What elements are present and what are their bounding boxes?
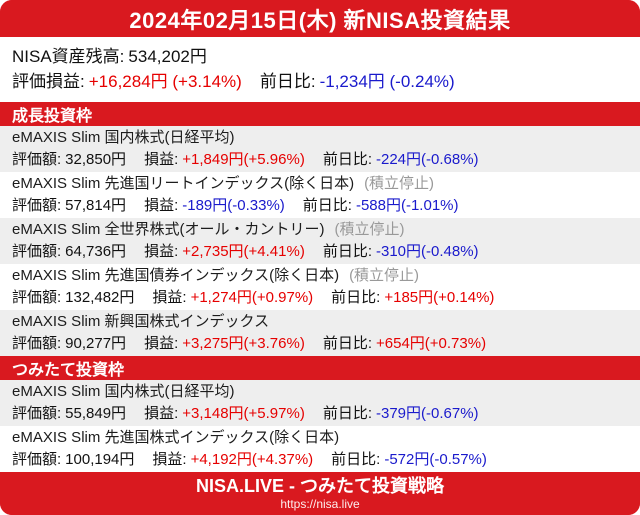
value-amount: 64,736円 <box>65 243 127 260</box>
header-banner: 2024年02月15日(木) 新NISA投資結果 <box>0 0 640 37</box>
value-amount: 32,850円 <box>65 151 127 168</box>
balance-value: 534,202円 <box>128 47 207 66</box>
dod-amount: +654円(+0.73%) <box>376 335 487 352</box>
page-title: 2024年02月15日(木) 新NISA投資結果 <box>129 7 511 33</box>
fund-row: eMAXIS Slim 新興国株式インデックス 評価額: 90,277円 損益: +3… <box>0 310 640 356</box>
fund-row: eMAXIS Slim 全世界株式(オール・カントリー) (積立停止) 評価額: 6… <box>0 218 640 264</box>
dod-amount: -379円(-0.67%) <box>376 405 479 422</box>
fund-name: eMAXIS Slim 新興国株式インデックス <box>12 313 270 330</box>
pl-label: 損益: <box>144 405 179 422</box>
value-label: 評価額: <box>12 405 62 422</box>
pl-amount: +3,148円(+5.97%) <box>182 405 305 422</box>
fund-name: eMAXIS Slim 国内株式(日経平均) <box>12 129 235 146</box>
fund-name: eMAXIS Slim 国内株式(日経平均) <box>12 383 235 400</box>
fund-row: eMAXIS Slim 先進国株式インデックス(除く日本) 評価額: 100,19… <box>0 426 640 472</box>
value-label: 評価額: <box>12 289 62 306</box>
pl-amount: +3,275円(+3.76%) <box>182 335 305 352</box>
pl-label: 損益: <box>152 451 187 468</box>
value-label: 評価額: <box>12 243 62 260</box>
dod-amount: -588円(-1.01%) <box>355 197 459 214</box>
dod-label: 前日比: <box>302 197 352 214</box>
fund-name: eMAXIS Slim 先進国債券インデックス(除く日本) <box>12 267 340 284</box>
section-title: 成長投資枠 <box>12 108 93 125</box>
suspended-badge: (積立停止) <box>334 221 405 238</box>
section-header-growth: 成長投資枠 <box>0 102 640 126</box>
pl-label: 損益: <box>144 243 179 260</box>
balance-label: NISA資産残高: <box>12 47 125 66</box>
value-amount: 57,814円 <box>65 197 127 214</box>
suspended-badge: (積立停止) <box>349 267 420 284</box>
pl-label: 損益: <box>152 289 187 306</box>
value-label: 評価額: <box>12 451 62 468</box>
fund-row: eMAXIS Slim 先進国債券インデックス(除く日本) (積立停止) 評価額:… <box>0 264 640 310</box>
pl-amount: +1,849円(+5.96%) <box>182 151 305 168</box>
pl-label: 損益: <box>144 335 179 352</box>
dod-amount: -572円(-0.57%) <box>384 451 487 468</box>
value-amount: 90,277円 <box>65 335 127 352</box>
value-label: 評価額: <box>12 335 62 352</box>
dod-label: 前日比: <box>331 451 381 468</box>
dod-amount: -310円(-0.48%) <box>376 243 479 260</box>
profit-loss-line: 評価損益: +16,284円 (+3.14%) 前日比: -1,234円 (-0.24… <box>12 69 628 94</box>
pl-amount: +1,274円(+0.97%) <box>190 289 314 306</box>
section-title: つみたて投資枠 <box>12 362 125 379</box>
fund-name: eMAXIS Slim 先進国リートインデックス(除く日本) <box>12 175 355 192</box>
dod-label: 前日比: <box>322 243 372 260</box>
dod-label: 前日比: <box>331 289 381 306</box>
summary-dod-label: 前日比: <box>259 72 316 91</box>
pl-label: 損益: <box>144 151 179 168</box>
dod-label: 前日比: <box>322 405 372 422</box>
value-label: 評価額: <box>12 151 62 168</box>
footer-url-link[interactable]: https://nisa.live <box>280 497 360 511</box>
dod-label: 前日比: <box>322 335 372 352</box>
footer-title: NISA.LIVE - つみたて投資戦略 <box>195 476 444 496</box>
pl-amount: -189円(-0.33%) <box>182 197 285 214</box>
suspended-badge: (積立停止) <box>364 175 435 192</box>
fund-row: eMAXIS Slim 国内株式(日経平均) 評価額: 55,849円 損益: +3,… <box>0 380 640 426</box>
fund-row: eMAXIS Slim 国内株式(日経平均) 評価額: 32,850円 損益: +1,… <box>0 126 640 172</box>
balance-line: NISA資産残高: 534,202円 <box>12 44 628 69</box>
fund-name: eMAXIS Slim 先進国株式インデックス(除く日本) <box>12 429 340 446</box>
section-header-tsumitate: つみたて投資枠 <box>0 356 640 380</box>
value-amount: 55,849円 <box>65 405 127 422</box>
dod-label: 前日比: <box>322 151 372 168</box>
value-amount: 132,482円 <box>65 289 135 306</box>
footer-banner: NISA.LIVE - つみたて投資戦略 https://nisa.live <box>0 472 640 515</box>
dod-amount: -224円(-0.68%) <box>376 151 479 168</box>
fund-name: eMAXIS Slim 全世界株式(オール・カントリー) <box>12 221 325 238</box>
summary-pl-value: +16,284円 (+3.14%) <box>88 72 242 91</box>
pl-label: 損益: <box>144 197 179 214</box>
pl-amount: +2,735円(+4.41%) <box>182 243 305 260</box>
pl-amount: +4,192円(+4.37%) <box>190 451 314 468</box>
fund-row: eMAXIS Slim 先進国リートインデックス(除く日本) (積立停止) 評価額… <box>0 172 640 218</box>
dod-amount: +185円(+0.14%) <box>384 289 495 306</box>
summary-dod-value: -1,234円 (-0.24%) <box>319 72 455 91</box>
summary-panel: NISA資産残高: 534,202円 評価損益: +16,284円 (+3.14%)… <box>0 37 640 102</box>
summary-pl-label: 評価損益: <box>12 72 85 91</box>
value-amount: 100,194円 <box>65 451 135 468</box>
value-label: 評価額: <box>12 197 62 214</box>
